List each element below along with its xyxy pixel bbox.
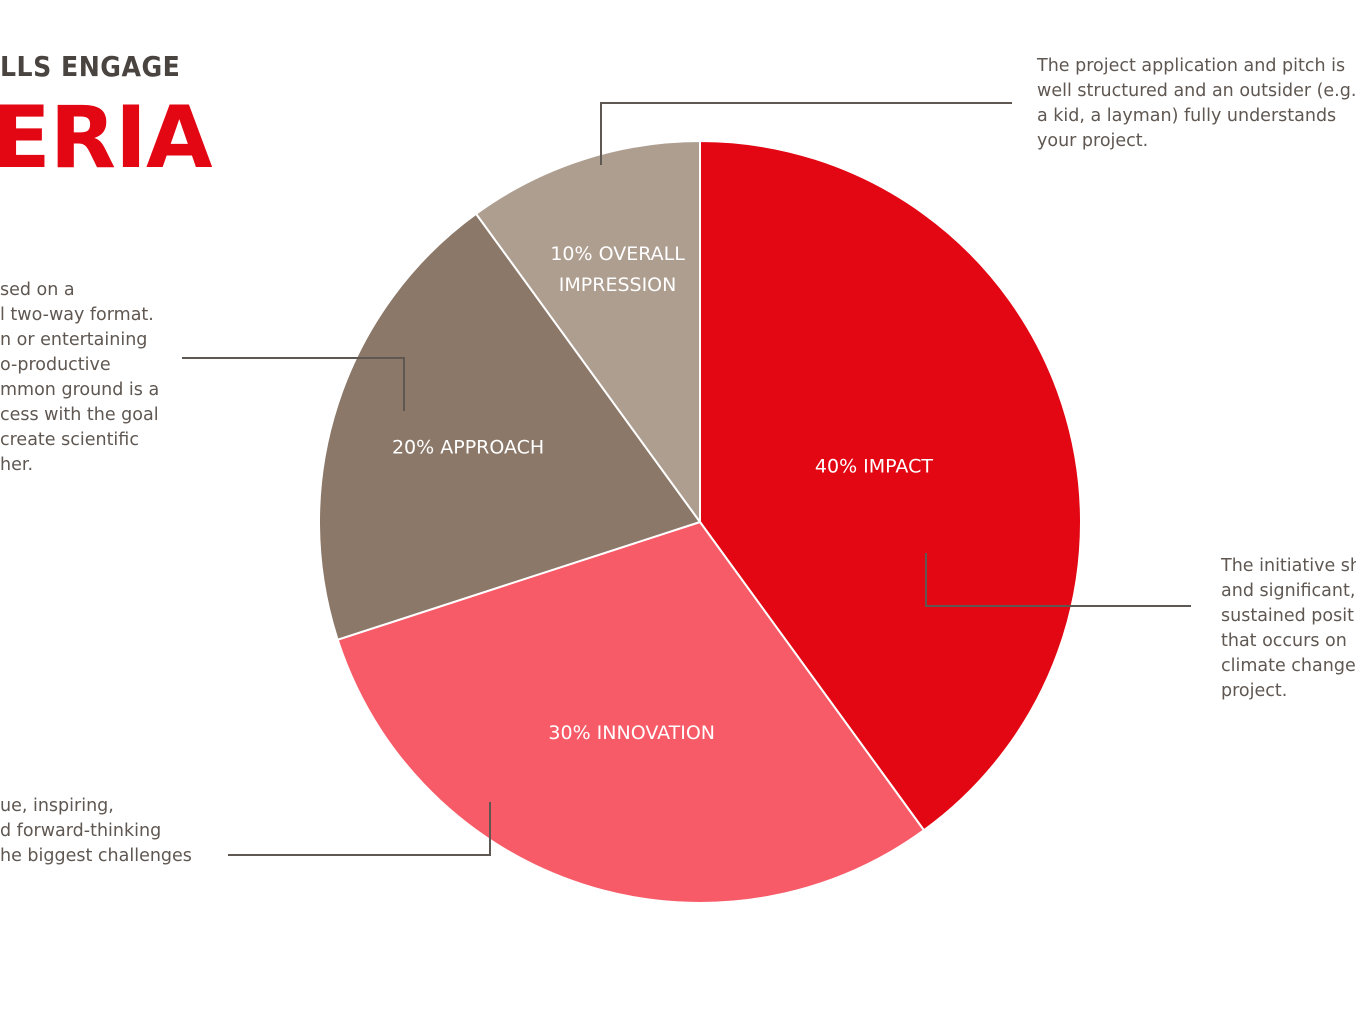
line: The initiative sh: [1221, 556, 1356, 576]
connector-impact: [925, 553, 1191, 607]
line: sustained posit: [1221, 606, 1354, 626]
slice-label: 10% OVERALL IMPRESSION: [550, 243, 685, 296]
line: he biggest challenges: [0, 846, 192, 866]
slice-label: 40% IMPACT: [815, 455, 933, 477]
line: climate change: [1221, 656, 1356, 676]
line: d forward-thinking: [0, 821, 162, 841]
annotation-impact: The initiative sh and significant, susta…: [1221, 554, 1356, 704]
line: mmon ground is a: [0, 380, 160, 400]
line: l two-way format.: [0, 305, 154, 325]
line: your project.: [1037, 131, 1149, 151]
line: o-productive: [0, 355, 111, 375]
subtitle: LLS ENGAGE: [0, 50, 181, 83]
annotation-innovation: ue, inspiring, d forward-thinking he big…: [0, 794, 192, 869]
pie-slice: [318, 212, 702, 641]
line: sed on a: [0, 280, 75, 300]
line: The project application and pitch is: [1037, 56, 1346, 76]
slice-label: 30% INNOVATION: [548, 722, 715, 744]
line: well structured and an outsider (e.g.: [1037, 81, 1356, 101]
line: project.: [1221, 681, 1288, 701]
annotation-approach: sed on a l two-way format. n or entertai…: [0, 278, 159, 478]
slice-label: 20% APPROACH: [392, 437, 544, 459]
line: her.: [0, 455, 34, 475]
line: cess with the goal: [0, 405, 159, 425]
line: create scientific: [0, 430, 139, 450]
line: ue, inspiring,: [0, 796, 114, 816]
line: that occurs on: [1221, 631, 1347, 651]
connector-overall: [600, 102, 1012, 165]
pie-slice: [336, 520, 926, 904]
title: ERIA: [0, 88, 213, 188]
pie-slice: [474, 139, 701, 526]
connector-approach: [182, 357, 405, 411]
line: n or entertaining: [0, 330, 148, 350]
line: and significant,: [1221, 581, 1356, 601]
connector-innovation: [228, 802, 491, 856]
line: a kid, a layman) fully understands: [1037, 106, 1337, 126]
pie-slice: [699, 139, 1082, 832]
annotation-overall: The project application and pitch is wel…: [1037, 54, 1356, 154]
